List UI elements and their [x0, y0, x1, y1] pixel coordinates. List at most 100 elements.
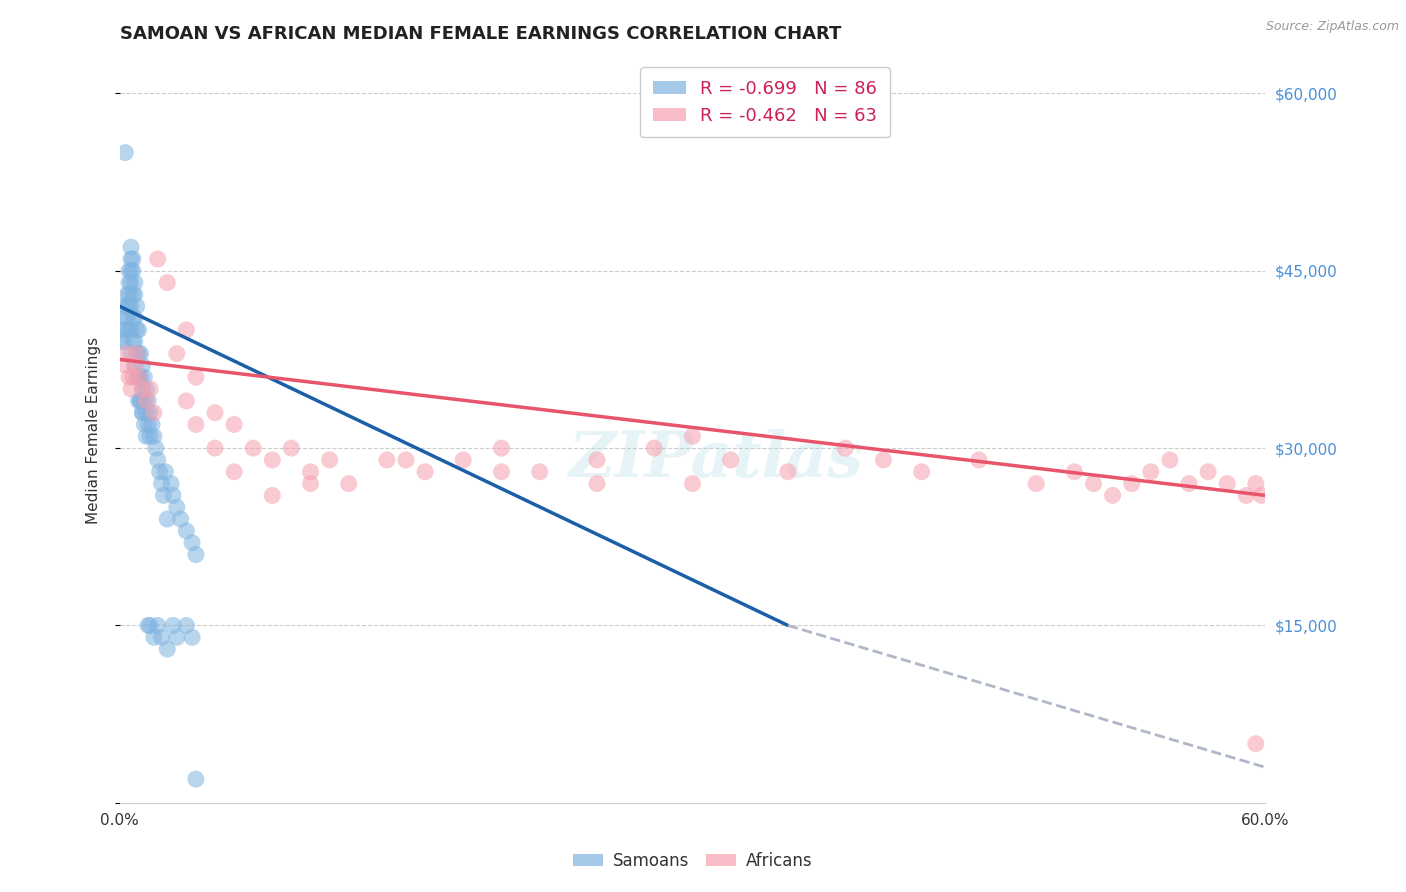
- Point: [299, 465, 322, 479]
- Point: [135, 393, 157, 408]
- Point: [720, 453, 742, 467]
- Point: [681, 429, 703, 443]
- Point: [135, 406, 157, 420]
- Point: [872, 453, 894, 467]
- Point: [413, 465, 436, 479]
- Point: [160, 476, 183, 491]
- Point: [1101, 488, 1123, 502]
- Point: [120, 240, 142, 254]
- Point: [131, 406, 153, 420]
- Point: [128, 370, 150, 384]
- Point: [110, 334, 132, 349]
- Point: [169, 512, 191, 526]
- Point: [1159, 453, 1181, 467]
- Point: [114, 311, 136, 326]
- Point: [120, 346, 142, 360]
- Point: [128, 370, 150, 384]
- Legend: Samoans, Africans: Samoans, Africans: [567, 845, 818, 877]
- Point: [115, 311, 138, 326]
- Point: [125, 323, 148, 337]
- Point: [128, 370, 150, 384]
- Point: [112, 323, 135, 337]
- Point: [162, 618, 184, 632]
- Point: [166, 630, 188, 644]
- Point: [242, 441, 264, 455]
- Point: [124, 359, 146, 373]
- Point: [146, 252, 169, 266]
- Point: [491, 465, 513, 479]
- Point: [318, 453, 340, 467]
- Point: [967, 453, 990, 467]
- Text: ZIPatlas: ZIPatlas: [568, 429, 863, 491]
- Point: [124, 276, 146, 290]
- Point: [149, 465, 172, 479]
- Point: [337, 476, 360, 491]
- Point: [134, 370, 156, 384]
- Point: [120, 264, 142, 278]
- Point: [118, 264, 141, 278]
- Point: [184, 548, 207, 562]
- Point: [204, 406, 226, 420]
- Point: [491, 441, 513, 455]
- Point: [176, 393, 198, 408]
- Point: [176, 618, 198, 632]
- Point: [139, 382, 162, 396]
- Point: [128, 346, 150, 360]
- Point: [115, 287, 138, 301]
- Point: [1139, 465, 1161, 479]
- Point: [166, 500, 188, 515]
- Point: [134, 393, 156, 408]
- Point: [114, 359, 136, 373]
- Point: [643, 441, 665, 455]
- Point: [139, 406, 162, 420]
- Point: [124, 334, 146, 349]
- Point: [118, 276, 141, 290]
- Point: [395, 453, 418, 467]
- Point: [135, 429, 157, 443]
- Point: [150, 630, 173, 644]
- Point: [262, 488, 284, 502]
- Text: Source: ZipAtlas.com: Source: ZipAtlas.com: [1265, 20, 1399, 33]
- Point: [124, 359, 146, 373]
- Point: [142, 429, 165, 443]
- Point: [120, 382, 142, 396]
- Point: [122, 311, 145, 326]
- Point: [122, 264, 145, 278]
- Point: [142, 630, 165, 644]
- Point: [1244, 737, 1267, 751]
- Point: [142, 406, 165, 420]
- Point: [204, 441, 226, 455]
- Point: [129, 393, 152, 408]
- Point: [120, 252, 142, 266]
- Point: [122, 287, 145, 301]
- Point: [181, 630, 204, 644]
- Point: [115, 299, 138, 313]
- Point: [136, 417, 159, 432]
- Point: [184, 417, 207, 432]
- Point: [114, 145, 136, 160]
- Point: [1178, 476, 1201, 491]
- Point: [176, 524, 198, 538]
- Point: [586, 453, 609, 467]
- Point: [122, 252, 145, 266]
- Point: [280, 441, 302, 455]
- Point: [141, 417, 163, 432]
- Point: [124, 287, 146, 301]
- Point: [375, 453, 398, 467]
- Point: [155, 465, 177, 479]
- Point: [122, 370, 145, 384]
- Point: [1197, 465, 1219, 479]
- Point: [162, 488, 184, 502]
- Point: [1025, 476, 1047, 491]
- Point: [262, 453, 284, 467]
- Point: [776, 465, 799, 479]
- Point: [150, 476, 173, 491]
- Point: [1234, 488, 1257, 502]
- Point: [136, 393, 159, 408]
- Point: [222, 417, 246, 432]
- Point: [156, 276, 179, 290]
- Point: [118, 370, 141, 384]
- Point: [112, 334, 135, 349]
- Point: [145, 441, 167, 455]
- Point: [115, 346, 138, 360]
